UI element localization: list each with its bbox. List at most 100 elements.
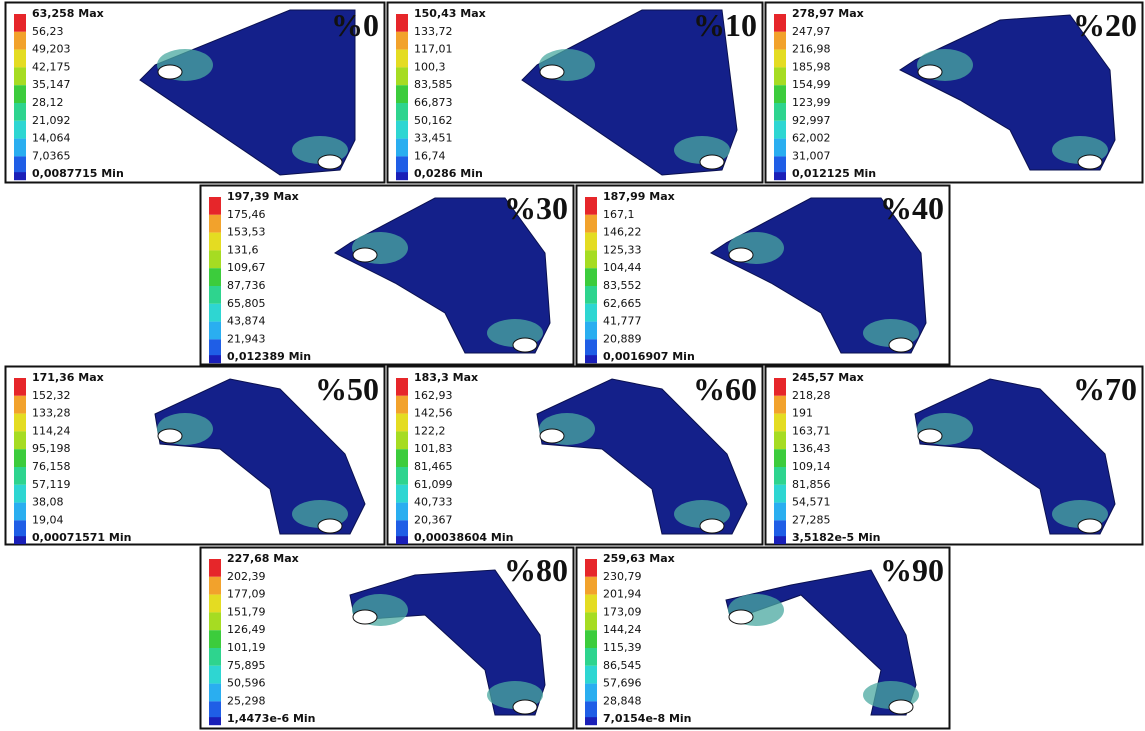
legend-label: 152,32 xyxy=(32,389,71,402)
legend-band xyxy=(585,268,597,286)
legend-label: 278,97 Max xyxy=(792,7,864,20)
panel-label: %50 xyxy=(315,371,379,407)
legend-label: 25,298 xyxy=(227,694,266,707)
panel: 278,97 Max247,97216,98185,98154,99123,99… xyxy=(766,3,1143,183)
legend-label: 247,97 xyxy=(792,25,831,38)
legend-label: 38,08 xyxy=(32,496,64,509)
legend-band xyxy=(774,414,786,432)
legend-label: 126,49 xyxy=(227,623,266,636)
panel-label: %20 xyxy=(1073,7,1137,43)
hole xyxy=(318,519,342,533)
legend-band xyxy=(774,14,786,32)
legend-label: 104,44 xyxy=(603,261,642,274)
legend-label: 28,12 xyxy=(32,96,64,109)
panel: 259,63 Max230,79201,94173,09144,24115,39… xyxy=(577,548,950,729)
legend-band xyxy=(585,595,597,613)
legend-band xyxy=(14,85,26,103)
legend-label: 0,012389 Min xyxy=(227,350,311,363)
legend-band xyxy=(774,449,786,467)
legend-band xyxy=(396,156,408,174)
panel-label: %70 xyxy=(1073,371,1137,407)
legend-band xyxy=(774,156,786,174)
legend-label: 131,6 xyxy=(227,243,259,256)
legend-label: 123,99 xyxy=(792,96,831,109)
panel-label: %0 xyxy=(331,7,379,43)
legend-band xyxy=(14,503,26,521)
legend-label: 259,63 Max xyxy=(603,552,675,565)
legend-band xyxy=(396,85,408,103)
legend-label: 175,46 xyxy=(227,208,266,221)
legend-band xyxy=(209,339,221,357)
legend-label: 1,4473e-6 Min xyxy=(227,712,316,725)
legend-band xyxy=(585,717,597,725)
legend-band xyxy=(396,536,408,544)
legend-label: 125,33 xyxy=(603,243,642,256)
legend-label: 0,00071571 Min xyxy=(32,531,131,544)
legend-label: 0,0286 Min xyxy=(414,167,483,180)
legend-band xyxy=(585,701,597,719)
legend-label: 183,3 Max xyxy=(414,371,478,384)
legend-label: 56,23 xyxy=(32,25,64,38)
hole xyxy=(918,429,942,443)
hole xyxy=(1078,519,1102,533)
hole xyxy=(353,248,377,262)
legend-label: 43,874 xyxy=(227,315,266,328)
legend-band xyxy=(774,172,786,180)
legend-label: 142,56 xyxy=(414,407,453,420)
legend-label: 202,39 xyxy=(227,570,266,583)
legend-label: 201,94 xyxy=(603,588,642,601)
legend-band xyxy=(14,378,26,396)
hole xyxy=(158,65,182,79)
hole xyxy=(889,700,913,714)
legend-band xyxy=(774,431,786,449)
legend-band xyxy=(774,536,786,544)
legend-band xyxy=(774,121,786,139)
panel: 63,258 Max56,2349,20342,17535,14728,1221… xyxy=(6,3,385,183)
legend-label: 50,596 xyxy=(227,677,266,690)
legend-label: 7,0154e-8 Min xyxy=(603,712,692,725)
legend-band xyxy=(585,304,597,322)
panel: 183,3 Max162,93142,56122,2101,8381,46561… xyxy=(388,367,763,545)
legend-band xyxy=(396,396,408,414)
legend-band xyxy=(209,322,221,340)
legend-label: 41,777 xyxy=(603,315,642,328)
legend-label: 62,002 xyxy=(792,132,831,145)
hole xyxy=(729,248,753,262)
legend-label: 27,285 xyxy=(792,513,831,526)
legend-band xyxy=(774,396,786,414)
panel-label: %40 xyxy=(880,190,944,226)
legend-label: 57,696 xyxy=(603,677,642,690)
legend-label: 20,889 xyxy=(603,332,642,345)
legend-band xyxy=(209,684,221,702)
legend-label: 14,064 xyxy=(32,132,71,145)
legend-band xyxy=(774,85,786,103)
legend-band xyxy=(14,431,26,449)
legend-band xyxy=(14,50,26,68)
legend-label: 191 xyxy=(792,407,813,420)
hole xyxy=(540,429,564,443)
panel-label: %30 xyxy=(504,190,568,226)
legend-band xyxy=(14,172,26,180)
legend-label: 50,162 xyxy=(414,114,453,127)
panel: 171,36 Max152,32133,28114,2495,19876,158… xyxy=(6,367,385,545)
legend-label: 216,98 xyxy=(792,43,831,56)
legend-label: 133,28 xyxy=(32,407,71,420)
hole xyxy=(700,519,724,533)
figure: 63,258 Max56,2349,20342,17535,14728,1221… xyxy=(0,0,1145,731)
legend-band xyxy=(396,67,408,85)
legend-band xyxy=(585,559,597,577)
legend-label: 57,119 xyxy=(32,478,71,491)
legend-band xyxy=(209,268,221,286)
legend-band xyxy=(396,449,408,467)
panel: 245,57 Max218,28191163,71136,43109,1481,… xyxy=(766,367,1143,545)
panel: 187,99 Max167,1146,22125,33104,4483,5526… xyxy=(577,186,950,365)
legend-label: 0,012125 Min xyxy=(792,167,876,180)
legend-band xyxy=(209,701,221,719)
legend-label: 83,552 xyxy=(603,279,642,292)
legend-label: 185,98 xyxy=(792,60,831,73)
legend-label: 35,147 xyxy=(32,78,71,91)
legend-band xyxy=(14,414,26,432)
legend-label: 245,57 Max xyxy=(792,371,864,384)
legend-band xyxy=(585,250,597,268)
legend-label: 42,175 xyxy=(32,60,71,73)
